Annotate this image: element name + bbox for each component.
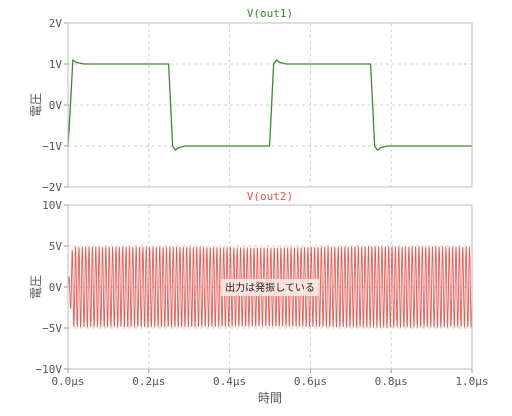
series-line-out1 (67, 59, 472, 151)
y-tick-label: −5V (42, 322, 62, 335)
y-tick-label: 5V (49, 240, 63, 253)
y-axis-label-out2: 電圧 (29, 275, 43, 299)
y-tick-label: 1V (49, 58, 63, 71)
y-axis-label-out1: 電圧 (29, 93, 43, 117)
x-tick-label: 0.0µs (51, 375, 84, 388)
plot-frame-out1 (67, 22, 473, 188)
grid-out1 (68, 23, 472, 187)
x-tick-label: 0.2µs (132, 375, 165, 388)
x-tick-label: 0.6µs (294, 375, 327, 388)
annotation-background (221, 279, 319, 296)
y-tick-label: 0V (49, 281, 63, 294)
top-panel-voltage-out1: V(out1) 電圧 2V 1V 0V −1V −2V (29, 7, 473, 194)
y-tick-label: 10V (42, 199, 62, 212)
bottom-panel-voltage-out2: V(out2) 電圧 10V 5V 0V −5V −10V 0.0µs 0.2µs 0.4µ… (29, 190, 489, 405)
plot-frame-out2 (67, 204, 473, 370)
panel-title-out1: V(out1) (247, 7, 293, 20)
oscillation-annotation: 出力は発振している (221, 279, 319, 296)
panel-title-out2: V(out2) (247, 190, 293, 203)
y-tick-label: −1V (42, 140, 62, 153)
y-tick-label: −10V (36, 363, 63, 376)
x-tick-label: 0.8µs (375, 375, 408, 388)
x-axis-label: 時間 (258, 391, 282, 405)
y-tick-label: 0V (49, 99, 63, 112)
y-tick-label: 2V (49, 17, 63, 30)
x-ticks: 0.0µs 0.2µs 0.4µs 0.6µs 0.8µs 1.0µs (51, 369, 489, 388)
y-tick-label: −2V (42, 181, 62, 194)
annotation-text: 出力は発振している (225, 281, 315, 294)
x-tick-label: 1.0µs (455, 375, 488, 388)
x-tick-label: 0.4µs (213, 375, 246, 388)
y-ticks-out2: 10V 5V 0V −5V −10V (36, 199, 68, 376)
series-layer-out1 (67, 59, 472, 151)
y-ticks-out1: 2V 1V 0V −1V −2V (42, 17, 68, 194)
